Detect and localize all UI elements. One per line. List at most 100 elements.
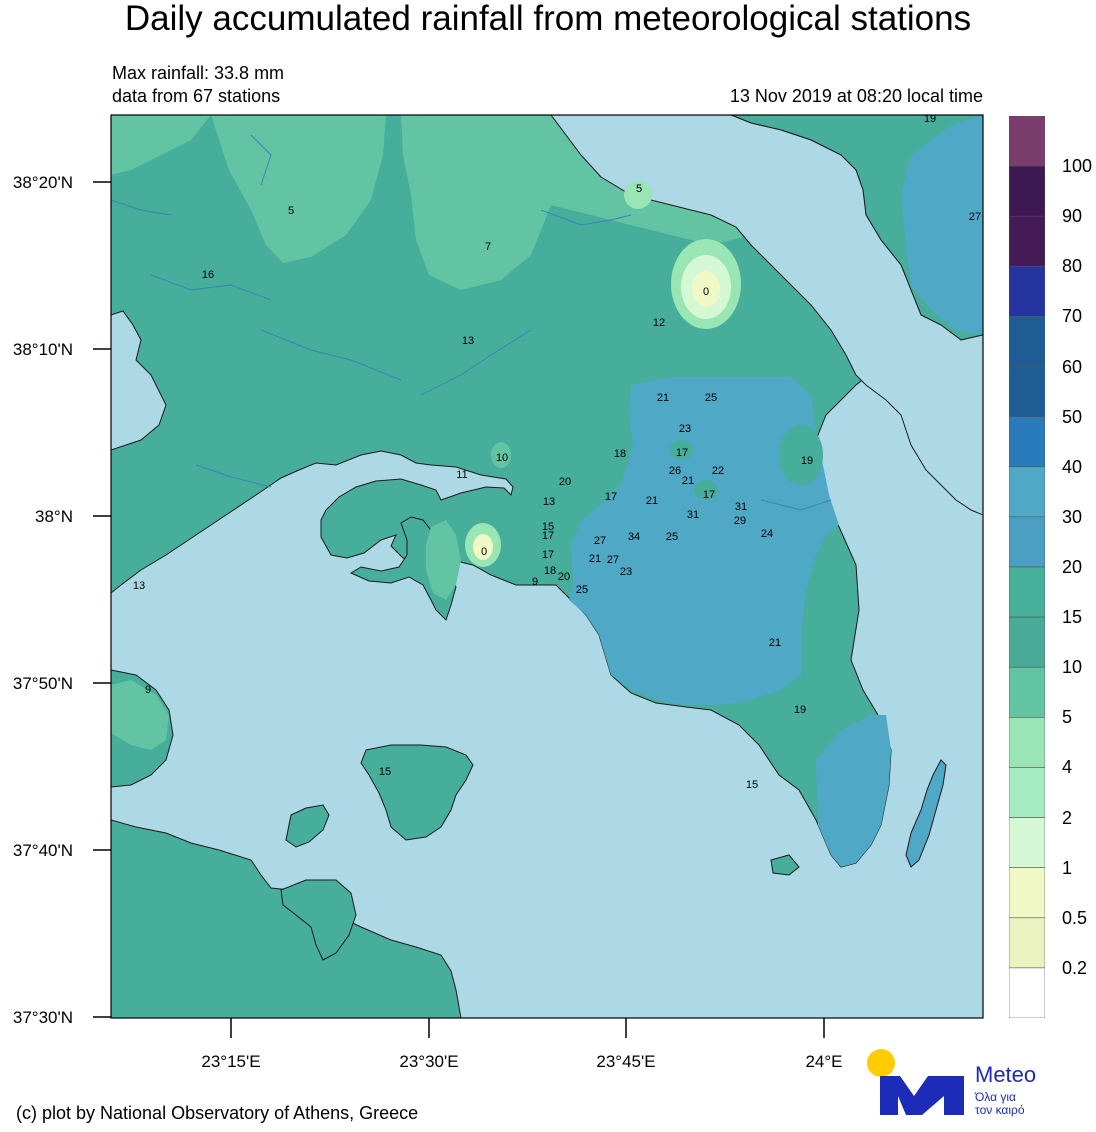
colorbar-label: 100 (1062, 156, 1093, 177)
station-count-text: data from 67 stations (112, 86, 281, 106)
station-value: 13 (133, 580, 145, 592)
station-value: 31 (687, 509, 699, 521)
colorbar-segment (1008, 917, 1046, 969)
station-value: 5 (636, 183, 642, 195)
station-value: 20 (559, 476, 571, 488)
colorbar-label: 10 (1062, 657, 1083, 678)
colorbar-segment (1008, 666, 1046, 718)
station-value: 13 (462, 335, 474, 347)
colorbar-segment (1008, 967, 1046, 1019)
station-value: 11 (456, 469, 467, 481)
logo-slogan-2: τον καιρό (975, 1103, 1025, 1117)
station-value: 16 (202, 269, 214, 281)
station-value: 23 (679, 423, 691, 435)
station-value: 17 (542, 530, 554, 542)
station-value: 7 (485, 241, 491, 253)
station-value: 27 (594, 535, 606, 547)
station-value: 24 (761, 528, 773, 540)
lon-label-23-15: 23°15'E (201, 1052, 261, 1071)
colorbar-label: 0.2 (1062, 957, 1088, 978)
colorbar-segment (1008, 516, 1046, 568)
colorbar-label: 70 (1062, 306, 1083, 327)
colorbar-segment (1008, 115, 1046, 167)
colorbar-label: 90 (1062, 206, 1083, 227)
station-value: 22 (712, 465, 724, 477)
station-value: 17 (676, 447, 688, 459)
colorbar-svg (1008, 115, 1046, 1019)
station-value: 13 (543, 496, 555, 508)
colorbar-label: 30 (1062, 506, 1083, 527)
colorbar-segment (1008, 767, 1046, 818)
logo-slogan-1: Όλα για (975, 1090, 1016, 1104)
colorbar-label: 4 (1062, 757, 1073, 778)
station-value: 29 (734, 515, 746, 527)
station-value: 21 (682, 475, 694, 487)
station-value: 25 (666, 531, 678, 543)
colorbar-label: 0.5 (1062, 907, 1088, 928)
colorbar-label: 2 (1062, 807, 1073, 828)
meteo-m-icon (880, 1076, 964, 1115)
station-value: 21 (769, 637, 781, 649)
station-value: 26 (669, 465, 681, 477)
rainfall-map: 19 27 5 5 7 16 0 12 13 21 25 23 10 18 17 19 26 22 21 11 20 17… (110, 113, 984, 1019)
station-value: 17 (703, 489, 715, 501)
station-value: 25 (576, 584, 588, 596)
colorbar-segment (1008, 566, 1046, 618)
colorbar-segment (1008, 616, 1046, 668)
colorbar-label: 80 (1062, 256, 1083, 277)
colorbar-segment (1008, 316, 1046, 367)
colorbar-segment (1008, 817, 1046, 868)
colorbar-label: 1 (1062, 857, 1073, 878)
station-value: 19 (924, 115, 936, 125)
colorbar-segment (1008, 717, 1046, 768)
lat-label-37-30: 37°30'N (12, 1008, 73, 1027)
station-value: 9 (532, 576, 538, 588)
colorbar (1008, 115, 1046, 1019)
lat-label-37-50: 37°50'N (12, 674, 73, 693)
station-value: 15 (746, 779, 758, 791)
lat-label-38-10: 38°10'N (12, 340, 73, 359)
colorbar-segment (1008, 215, 1046, 267)
colorbar-segment (1008, 266, 1046, 317)
station-value: 34 (628, 531, 640, 543)
lat-label-38-00: 38°N (35, 507, 73, 526)
station-value: 9 (145, 684, 151, 696)
station-value: 20 (558, 571, 570, 583)
station-value: 27 (607, 554, 619, 566)
station-value: 17 (542, 549, 554, 561)
station-value: 21 (589, 553, 601, 565)
lon-label-23-30: 23°30'E (399, 1052, 459, 1071)
colorbar-label: 20 (1062, 557, 1083, 577)
station-value: 21 (646, 495, 658, 507)
chart-title: Daily accumulated rainfall from meteorol… (124, 0, 972, 38)
station-value: 18 (614, 448, 626, 460)
colorbar-label: 15 (1062, 607, 1083, 628)
timestamp-text: 13 Nov 2019 at 08:20 local time (729, 86, 983, 106)
station-value: 15 (379, 766, 391, 778)
station-value: 27 (969, 211, 981, 223)
logo-name: Meteo (975, 1062, 1037, 1087)
colorbar-segment (1008, 366, 1046, 417)
station-value: 17 (605, 491, 617, 503)
station-value: 21 (657, 392, 669, 404)
lat-label-38-20: 38°20'N (12, 173, 73, 192)
lon-label-24: 24°E (805, 1052, 843, 1071)
station-value: 0 (481, 546, 487, 558)
station-value: 10 (496, 452, 508, 464)
station-value: 19 (794, 704, 806, 716)
meteo-logo: Meteo Όλα για τον καιρό (864, 1048, 1064, 1118)
meteo-logo-svg (867, 1049, 964, 1115)
station-value: 5 (288, 205, 294, 217)
map-svg: 19 27 5 5 7 16 0 12 13 21 25 23 10 18 17 19 26 22 21 11 20 17… (110, 113, 984, 1019)
colorbar-segment (1008, 165, 1046, 217)
station-value: 18 (544, 565, 556, 577)
credit-text: (c) plot by National Observatory of Athe… (16, 1103, 419, 1123)
station-value: 23 (620, 566, 632, 578)
colorbar-label: 5 (1062, 707, 1073, 728)
lon-label-23-45: 23°45'E (596, 1052, 656, 1071)
colorbar-segment (1008, 466, 1046, 518)
station-value: 12 (653, 317, 665, 329)
station-value: 31 (735, 501, 747, 513)
colorbar-label: 60 (1062, 356, 1083, 377)
colorbar-segment (1008, 867, 1046, 919)
